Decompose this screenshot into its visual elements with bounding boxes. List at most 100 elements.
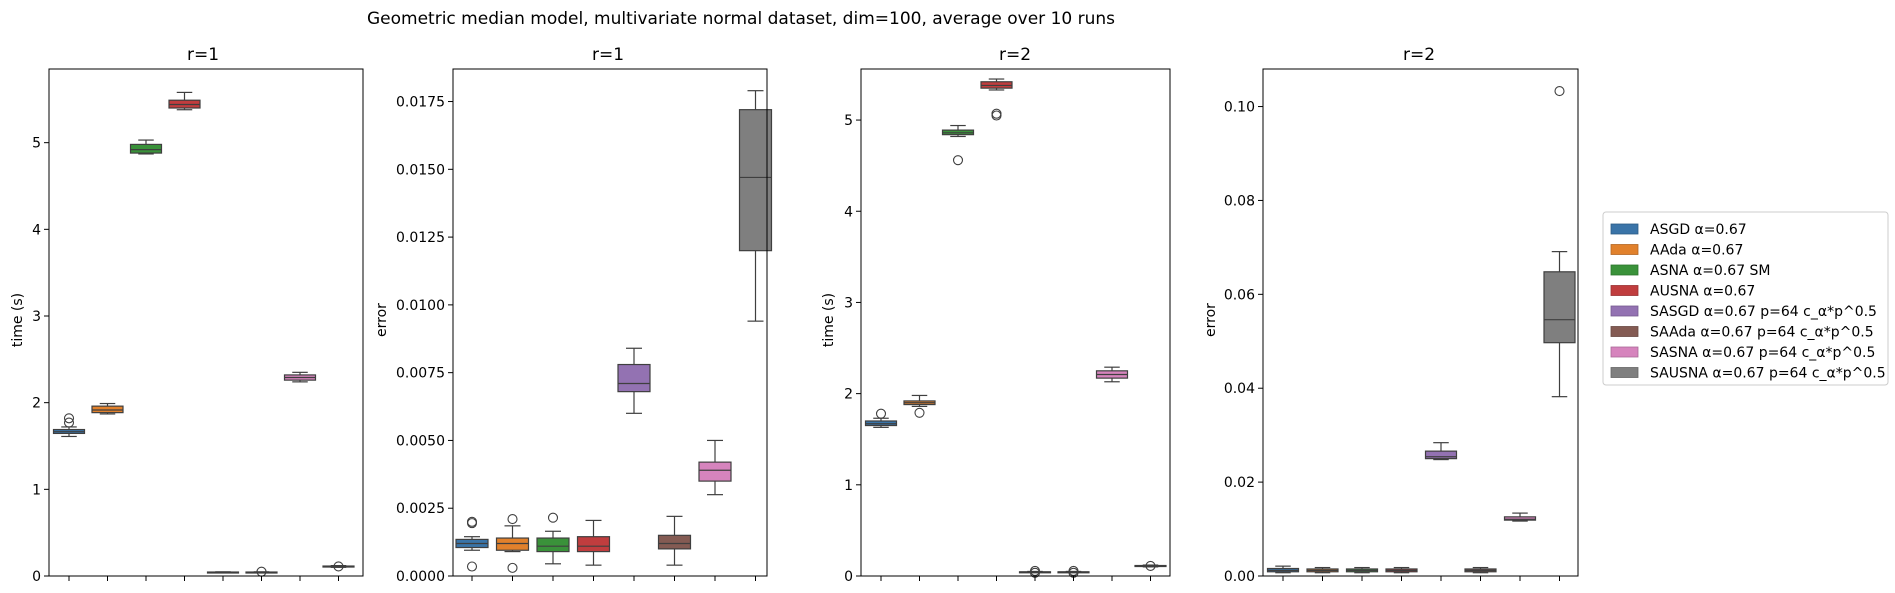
outlier-point — [63, 413, 75, 424]
box-5 — [1424, 442, 1458, 461]
outlier-point — [952, 155, 964, 166]
legend-swatch — [1610, 367, 1639, 378]
subplot-3-boxes — [864, 78, 1167, 578]
ytick-label: 4 — [844, 204, 853, 220]
box-3 — [1345, 566, 1379, 574]
outlier-point — [466, 561, 478, 572]
legend-swatch — [1610, 326, 1639, 337]
box-8 — [1543, 86, 1576, 398]
box-7 — [283, 371, 317, 383]
ytick-label: 0.0075 — [396, 366, 445, 382]
ytick-label: 0 — [844, 569, 853, 585]
box-2 — [903, 394, 936, 418]
box-3 — [129, 139, 163, 155]
outlier-point — [507, 562, 518, 573]
subplot-3: r=2 time (s) 0 1 2 3 4 5 — [821, 45, 1171, 585]
subplot-2-frame — [452, 68, 768, 577]
ytick-label: 2 — [844, 387, 853, 403]
legend-label: AAda α=0.67 — [1650, 243, 1743, 259]
ytick-label: 0.10 — [1224, 100, 1255, 116]
box-iqr — [698, 461, 732, 482]
subplot-4-ylabel: error — [1203, 303, 1219, 337]
box-iqr — [495, 537, 530, 551]
legend-label: ASNA α=0.67 SM — [1650, 263, 1771, 279]
box-4 — [576, 519, 611, 566]
ytick-label: 1 — [32, 482, 41, 498]
subplot-4-title: r=2 — [1403, 45, 1435, 65]
legend-label: SAAda α=0.67 p=64 c_α*p^0.5 — [1650, 325, 1874, 341]
legend-label: SASGD α=0.67 p=64 c_α*p^0.5 — [1650, 304, 1877, 320]
ytick-label: 0.0150 — [396, 162, 445, 178]
legend-label: SAUSNA α=0.67 p=64 c_α*p^0.5 — [1650, 366, 1886, 382]
box-1 — [1266, 565, 1300, 574]
outlier-point — [914, 407, 925, 418]
outlier-point — [63, 417, 75, 428]
box-2 — [1306, 566, 1339, 574]
box-8 — [1134, 560, 1167, 572]
box-7 — [1503, 512, 1537, 522]
subplot-3-frame — [860, 68, 1171, 577]
subplot-2: r=1 error 0.0000 0.0025 0.0050 0.0075 0.0100… — [374, 45, 773, 585]
box-7 — [698, 439, 732, 496]
legend-swatch — [1610, 346, 1639, 358]
box-6 — [1464, 566, 1497, 574]
subplot-2-ylabel: error — [374, 303, 390, 337]
outlier-point — [1554, 86, 1565, 97]
subplot-2-boxes — [455, 90, 773, 573]
ytick-label: 0.02 — [1224, 475, 1255, 491]
legend-swatch — [1610, 244, 1639, 255]
box-7 — [1095, 366, 1129, 383]
subplot-1-ylabel: time (s) — [10, 293, 26, 347]
ytick-label: 1 — [844, 478, 853, 494]
box-8 — [322, 561, 355, 572]
subplot-1-ticks: 0 1 2 3 4 5 — [32, 136, 339, 585]
box-6 — [657, 515, 692, 566]
ytick-label: 0.0000 — [396, 569, 445, 585]
box-iqr — [738, 109, 773, 252]
outlier-point — [547, 512, 559, 523]
box-5 — [617, 347, 651, 414]
box-3 — [536, 512, 570, 565]
ytick-label: 3 — [844, 295, 853, 311]
legend-swatch — [1610, 285, 1639, 296]
ytick-label: 0.06 — [1224, 287, 1255, 303]
subplot-3-ticks: 0 1 2 3 4 5 — [844, 113, 1151, 585]
box-8 — [738, 90, 773, 322]
subplot-4-boxes — [1266, 86, 1576, 574]
ytick-label: 0.00 — [1224, 569, 1255, 585]
outlier-point — [466, 516, 478, 527]
subplot-3-ylabel: time (s) — [821, 293, 837, 347]
ytick-label: 0 — [32, 569, 41, 585]
subplot-2-ticks: 0.0000 0.0025 0.0050 0.0075 0.0100 0.0125 0.01… — [396, 95, 756, 585]
box-iqr — [129, 143, 163, 154]
outlier-point — [875, 408, 887, 419]
outlier-point — [1145, 560, 1156, 572]
subplot-1-title: r=1 — [187, 45, 219, 65]
ytick-label: 5 — [844, 113, 853, 129]
subplot-4-frame — [1262, 68, 1579, 577]
legend-label: ASGD α=0.67 — [1650, 222, 1747, 238]
box-1 — [455, 516, 489, 572]
legend-items: ASGD α=0.67 AAda α=0.67 ASNA α=0.67 SM AUSN… — [1610, 222, 1886, 382]
box-4 — [1385, 566, 1418, 574]
box-iqr — [536, 537, 570, 553]
ytick-label: 2 — [32, 396, 41, 412]
ytick-label: 0.0125 — [396, 230, 445, 246]
box-1 — [52, 413, 86, 438]
ytick-label: 0.0100 — [396, 298, 445, 314]
figure-suptitle: Geometric median model, multivariate nor… — [367, 9, 1115, 29]
legend-swatch — [1610, 264, 1639, 276]
box-4 — [980, 78, 1013, 121]
box-4 — [168, 91, 201, 111]
box-3 — [941, 124, 975, 166]
box-iqr — [1543, 271, 1576, 344]
legend: ASGD α=0.67 AAda α=0.67 ASNA α=0.67 SM AUSN… — [1602, 211, 1889, 386]
subplot-2-title: r=1 — [592, 45, 624, 65]
box-iqr — [1424, 450, 1458, 460]
box-iqr — [617, 363, 651, 393]
subplot-3-title: r=2 — [999, 45, 1031, 65]
ytick-label: 5 — [32, 136, 41, 152]
legend-swatch — [1610, 305, 1639, 317]
box-iqr — [91, 405, 124, 414]
outlier-point — [507, 514, 518, 525]
